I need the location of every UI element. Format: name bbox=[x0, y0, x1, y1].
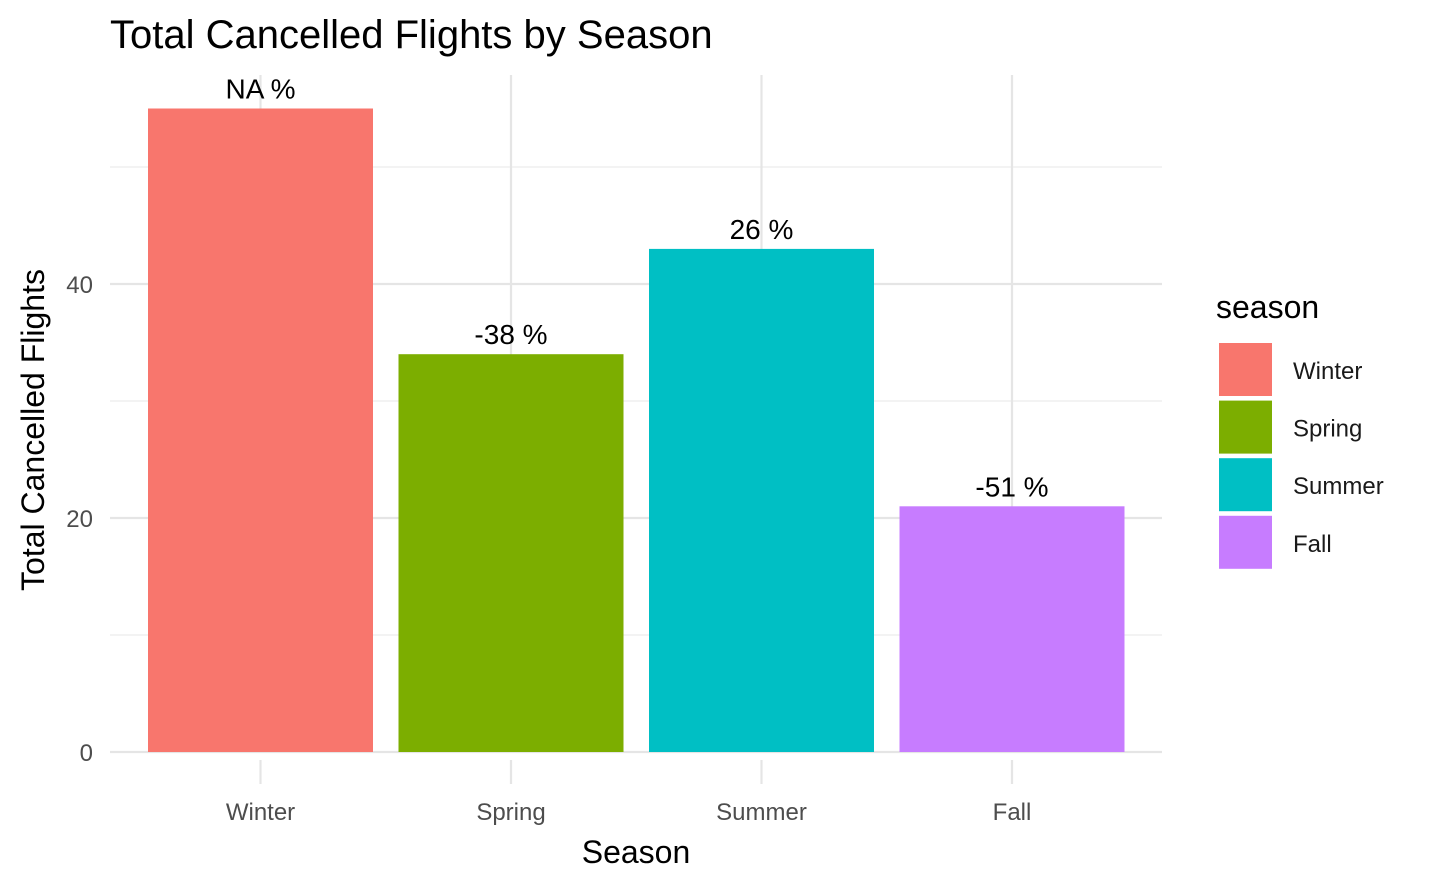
bars bbox=[148, 108, 1125, 752]
data-label-winter: NA % bbox=[225, 74, 295, 105]
x-tick-label: Summer bbox=[716, 799, 807, 826]
x-tick-label: Winter bbox=[226, 799, 295, 826]
x-axis: Winter Spring Summer Fall bbox=[226, 760, 1032, 826]
data-label-spring: -38 % bbox=[474, 319, 547, 350]
y-tick-label: 0 bbox=[80, 740, 93, 767]
chart-title: Total Cancelled Flights by Season bbox=[110, 13, 713, 57]
y-axis-title: Total Cancelled Flights bbox=[15, 269, 51, 591]
legend-swatch-spring bbox=[1219, 400, 1272, 454]
legend-label-winter: Winter bbox=[1293, 358, 1362, 385]
legend: season Winter Spring Summer Fall bbox=[1216, 289, 1384, 569]
bar-winter bbox=[148, 108, 373, 752]
legend-swatch-fall bbox=[1219, 515, 1272, 569]
x-tick-label: Fall bbox=[993, 799, 1032, 826]
y-tick-label: 20 bbox=[66, 506, 93, 533]
y-tick-label: 40 bbox=[66, 272, 93, 299]
y-axis: 0 20 40 bbox=[66, 272, 93, 767]
legend-label-spring: Spring bbox=[1293, 416, 1362, 443]
legend-label-fall: Fall bbox=[1293, 531, 1332, 558]
bar-spring bbox=[398, 354, 624, 752]
bar-summer bbox=[649, 248, 874, 752]
legend-title: season bbox=[1216, 289, 1319, 325]
bar-fall bbox=[899, 506, 1125, 752]
legend-swatch-summer bbox=[1219, 458, 1272, 512]
x-tick-label: Spring bbox=[476, 799, 545, 826]
legend-label-summer: Summer bbox=[1293, 473, 1384, 500]
data-label-summer: 26 % bbox=[730, 214, 794, 245]
data-labels: NA % -38 % 26 % -51 % bbox=[225, 74, 1048, 503]
legend-swatch-winter bbox=[1219, 343, 1272, 396]
data-label-fall: -51 % bbox=[975, 471, 1048, 502]
x-axis-title: Season bbox=[582, 834, 691, 870]
